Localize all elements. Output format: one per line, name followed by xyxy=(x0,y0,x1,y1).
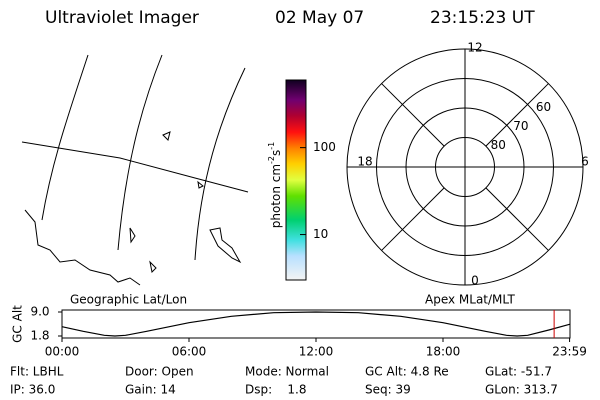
colorbar-tick-label: 100 xyxy=(313,140,336,154)
info-field: Seq: 39 xyxy=(365,383,411,397)
colorbar-label: photon cm-2s-1 xyxy=(267,142,283,229)
info-field: GLat: -51.7 xyxy=(485,365,552,379)
map-label: Geographic Lat/Lon xyxy=(70,293,187,307)
orbit-plot-frame xyxy=(61,309,571,339)
time: 23:15:23 UT xyxy=(430,8,535,28)
ring-label: 80 xyxy=(491,138,506,152)
info-field: IP: 36.0 xyxy=(10,383,55,397)
info-field: Door: Open xyxy=(125,365,194,379)
label-part: s xyxy=(269,150,283,156)
x-tick-label: 23:59 xyxy=(552,345,587,359)
polar-diagonal xyxy=(381,187,445,251)
geographic-map xyxy=(21,54,249,286)
mlt-label: 6 xyxy=(581,155,589,169)
x-tick-label: 18:00 xyxy=(426,345,461,359)
mlt-label: 18 xyxy=(357,155,372,169)
x-tick-label: 12:00 xyxy=(299,345,334,359)
info-field: Mode: Normal xyxy=(245,365,329,379)
info-field: Dsp: 1.8 xyxy=(245,383,307,397)
label-part: -2 xyxy=(267,156,276,164)
label-part: -1 xyxy=(267,142,276,150)
label-part: photon cm xyxy=(269,164,283,228)
colorbar-scale xyxy=(285,79,307,281)
title: Ultraviolet Imager xyxy=(45,8,199,28)
date: 02 May 07 xyxy=(275,8,364,28)
polar-diagonal xyxy=(485,187,549,251)
colorbar-tick-label: 10 xyxy=(313,227,328,241)
y-tick-label: 1.8 xyxy=(30,329,49,343)
polar-diagonal xyxy=(485,83,549,147)
ring-label: 70 xyxy=(513,119,528,133)
x-tick-label: 06:00 xyxy=(172,345,207,359)
altitude-line xyxy=(61,311,570,337)
info-field: Gain: 14 xyxy=(125,383,176,397)
y-axis-label: GC Alt xyxy=(11,305,25,343)
colorbar xyxy=(285,79,307,281)
polar-diagonal xyxy=(381,83,445,147)
x-tick-label: 00:00 xyxy=(45,345,80,359)
mlt-label: 0 xyxy=(471,274,479,288)
info-field: GC Alt: 4.8 Re xyxy=(365,365,449,379)
map-label: Apex MLat/MLT xyxy=(425,293,515,307)
y-tick-label: 9.0 xyxy=(30,305,49,319)
mlt-label: 12 xyxy=(467,41,482,55)
info-field: Flt: LBHL xyxy=(10,365,64,379)
info-field: GLon: 313.7 xyxy=(485,383,558,397)
ring-label: 60 xyxy=(536,100,551,114)
